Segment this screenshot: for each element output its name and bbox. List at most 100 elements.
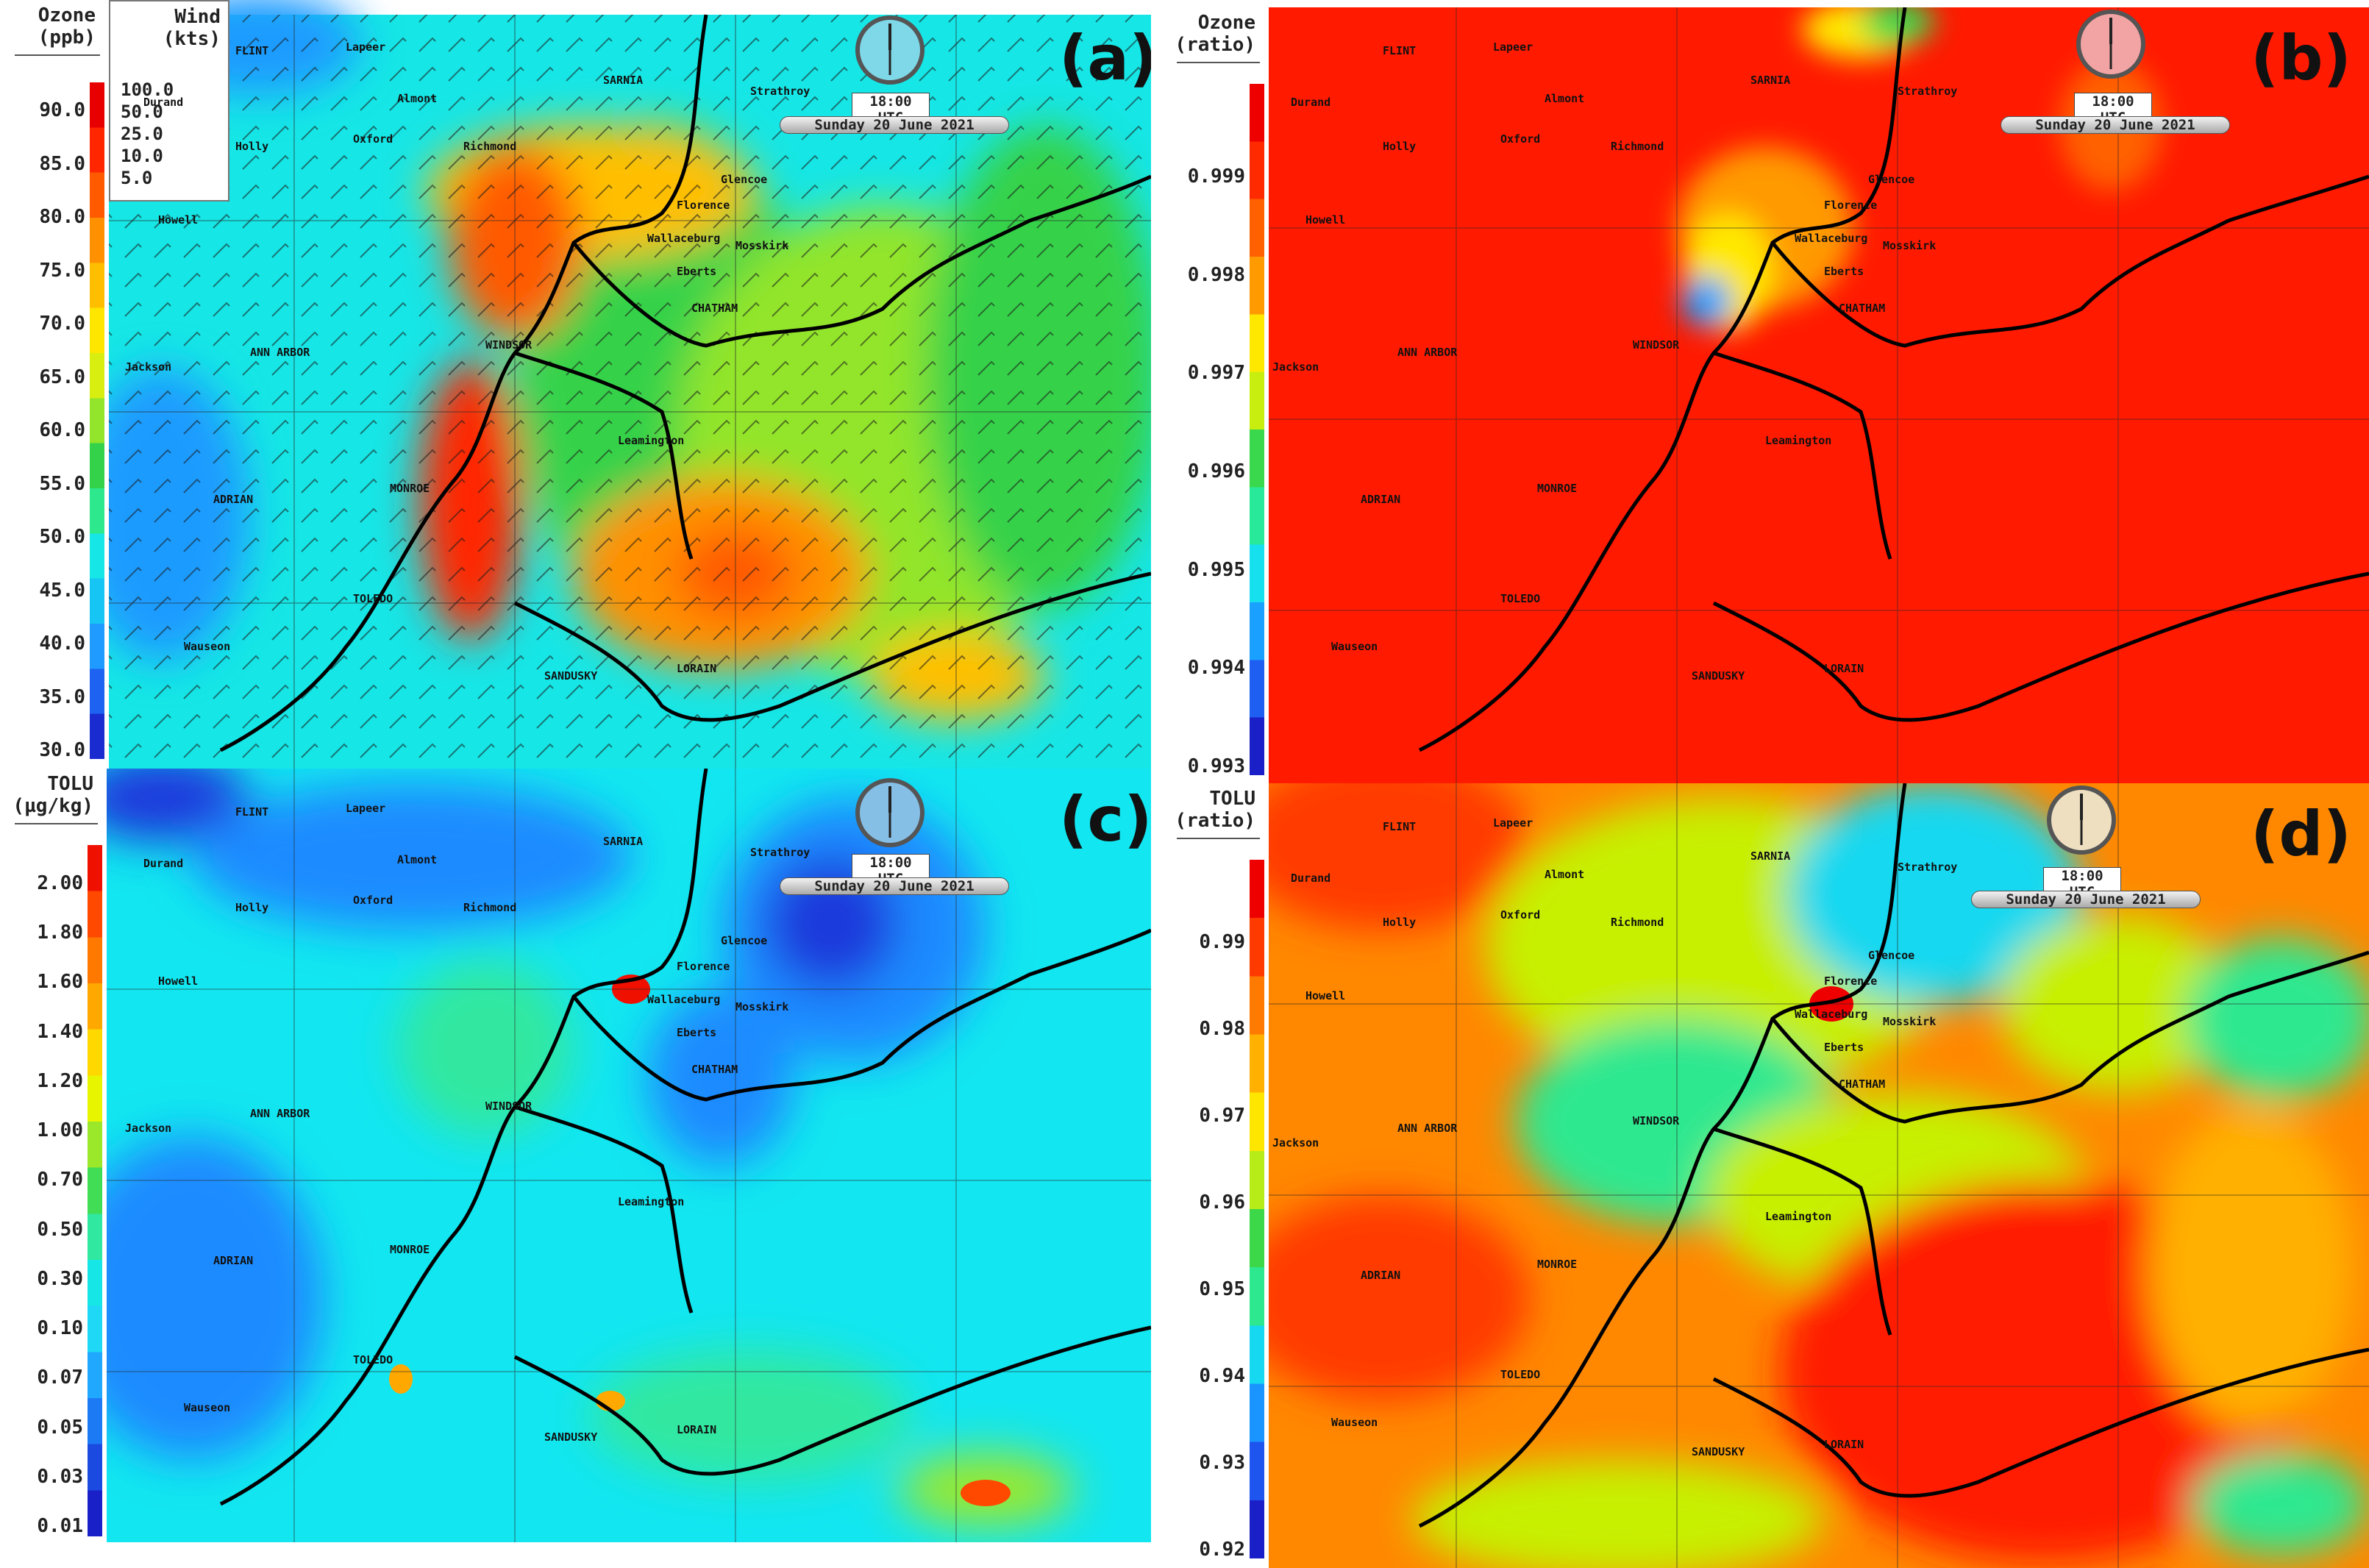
city-label: Almont [397,92,438,105]
clock-icon [853,13,927,87]
legend-rule [1177,62,1260,63]
coastlines-b [1418,7,2369,752]
city-label: MONROE [1537,1258,1578,1271]
legend-title-line1: TOLU [47,773,93,795]
city-label: Mosskirk [735,239,789,252]
colorbar-tick-label: 0.07 [37,1366,83,1389]
clock-icon [2045,783,2118,857]
city-label: Mosskirk [1883,1015,1937,1028]
city-label: Almont [1545,868,1585,881]
legend-title-line2: (ppb) [38,26,96,49]
city-label: ADRIAN [213,1254,254,1267]
city-label: SANDUSKY [1692,1445,1745,1458]
legend-title-line2: (ratio) [1175,34,1255,56]
city-label: Leamington [618,1195,685,1208]
legend-title-line1: Ozone [38,4,96,26]
city-label: WINDSOR [485,1100,532,1113]
city-label: SANDUSKY [544,669,598,683]
city-label: LORAIN [677,662,717,675]
city-label: Richmond [463,901,517,914]
wind-key-item: 25.0 [121,124,163,144]
map-b [1269,7,2369,783]
city-label: ANN ARBOR [1397,1122,1458,1135]
city-label: Almont [397,853,438,866]
colorbar-tick-label: 90.0 [39,99,85,121]
coastlines-d [1418,783,2369,1528]
panel-letter: (b) [2251,22,2351,94]
colorbar-tick-label: 0.995 [1187,558,1245,581]
city-label: Eberts [677,1026,717,1039]
colorbar-tick-label: 0.92 [1199,1539,1245,1561]
city-label: Leamington [1765,434,1832,447]
colorbar-tick-label: 65.0 [39,366,85,388]
field-background-b [1269,7,2369,783]
colorbar-tick-label: 0.993 [1187,755,1245,777]
colorbar-tick-label: 0.97 [1199,1105,1245,1127]
city-label: Wallaceburg [1795,232,1868,245]
colorbar-tick-label: 0.03 [37,1465,83,1488]
wind-key-item: 10.0 [121,146,163,166]
city-label: CHATHAM [691,1063,738,1076]
city-label: Oxford [1500,908,1541,922]
city-label: Wauseon [1331,640,1378,653]
city-label: Oxford [353,132,393,146]
city-label: CHATHAM [1839,1077,1886,1091]
city-label: ANN ARBOR [1397,346,1458,359]
wind-key-title: Wind [174,6,221,28]
colorbar-tick-label: 45.0 [39,579,85,602]
city-label: Florence [1824,974,1878,988]
colorbar-tick-label: 30.0 [39,739,85,761]
city-label: Leamington [618,434,685,447]
legend-rule [15,54,100,56]
legend-title-line1: TOLU [1209,788,1255,810]
city-label: WINDSOR [1633,338,1680,352]
city-label: Holly [235,901,269,914]
city-label: Lapeer [346,40,386,54]
city-label: MONROE [1537,482,1578,495]
city-label: SARNIA [1750,74,1791,87]
panel-letter: (c) [1059,783,1151,855]
city-label: Durand [143,96,184,109]
colorbar-tick-label: 0.94 [1199,1365,1245,1387]
colorbar-tick-label: 0.93 [1199,1452,1245,1474]
city-label: Florence [677,960,730,973]
city-label: Wallaceburg [647,232,721,245]
colorbar-tick-label: 1.40 [37,1020,83,1043]
city-label: Leamington [1765,1210,1832,1223]
city-label: ANN ARBOR [250,346,310,359]
city-label: Durand [1291,872,1331,885]
clock-icon [2074,7,2148,81]
wind-key-item: 100.0 [121,79,174,100]
colorbar-tick-label: 1.20 [37,1069,83,1092]
legend-title-line1: Ozone [1197,12,1255,34]
panel-d-tolu-ratio: TOLU (ratio) 0.99 0.98 0.97 0.96 0.95 0.94 0.9… [1162,783,2369,1568]
map-a [74,0,1151,769]
city-label: Glencoe [721,173,768,186]
coastlines-a [219,14,1151,752]
city-label: SANDUSKY [1692,669,1745,683]
colorbar-tick-label: 0.99 [1199,931,1245,953]
city-label: LORAIN [1824,662,1864,675]
panel-letter: (d) [2251,798,2351,870]
city-label: Howell [158,213,199,227]
city-label: Lapeer [1493,40,1533,54]
city-label: Lapeer [346,802,386,815]
map-c [59,769,1151,1542]
city-label: SARNIA [603,835,644,848]
city-label: Eberts [1824,1041,1864,1054]
city-label: WINDSOR [1633,1114,1680,1127]
city-label: ADRIAN [1361,1269,1401,1282]
colorbar-tick-label: 0.70 [37,1169,83,1191]
city-label: Richmond [463,140,517,153]
city-label: TOLEDO [353,592,393,605]
city-label: Howell [1305,213,1346,227]
map-d [1236,783,2369,1568]
city-label: Jackson [1272,1136,1319,1150]
city-label: Wauseon [184,640,231,653]
city-label: MONROE [390,1243,430,1256]
city-label: Florence [1824,199,1878,212]
date-label: Sunday 20 June 2021 [780,877,1009,895]
city-label: Durand [1291,96,1331,109]
colorbar-tick-label: 0.10 [37,1317,83,1340]
colorbar-legend-a: Ozone (ppb) 90.0 85.0 80.0 75.0 70.0 65.0 60.0… [0,0,109,769]
